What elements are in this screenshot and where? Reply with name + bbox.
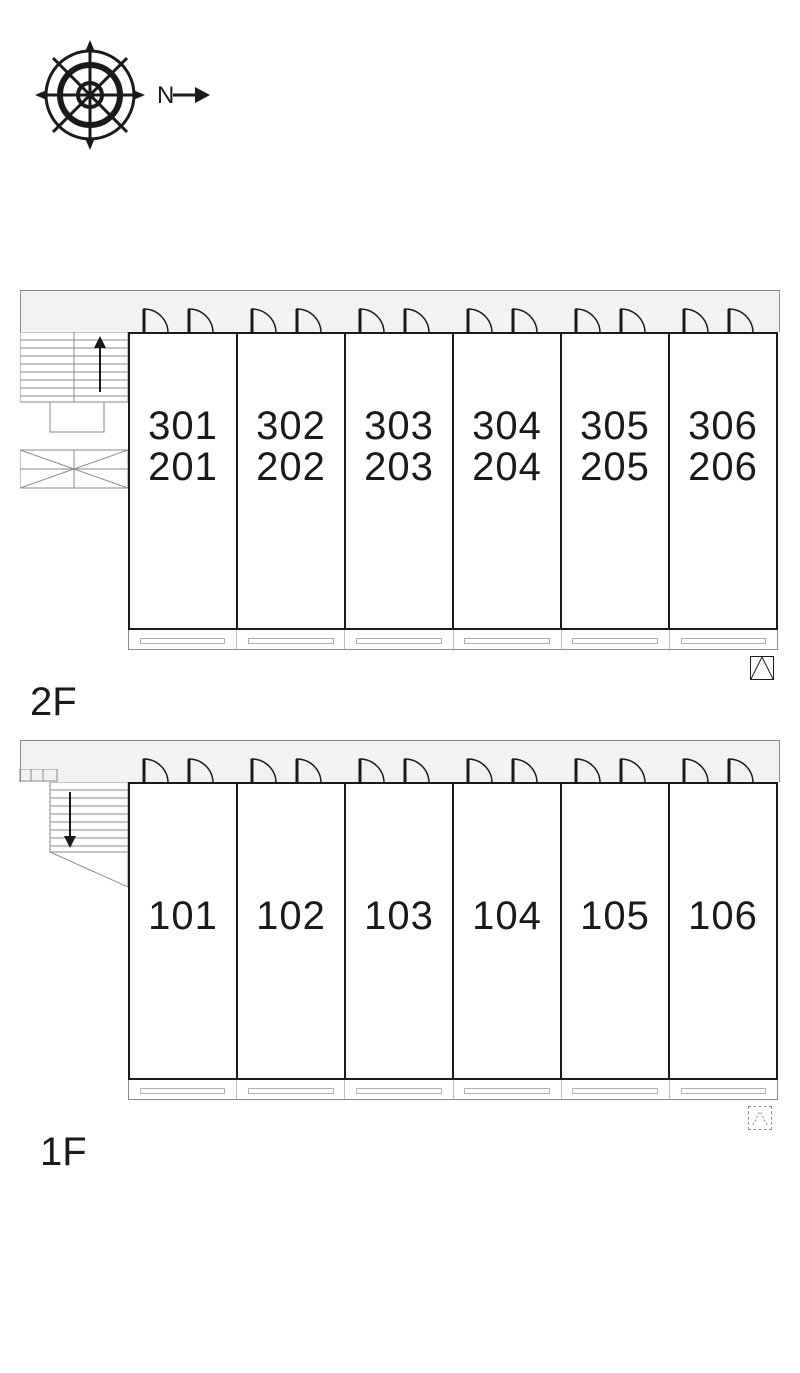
- unit: 301201: [130, 334, 238, 628]
- marker-icon: [748, 1106, 772, 1130]
- door-pair: [237, 749, 345, 783]
- unit-number: 306: [688, 404, 758, 449]
- unit-number: 205: [580, 445, 650, 490]
- north-label: N: [157, 82, 174, 109]
- compass: N: [35, 40, 215, 175]
- balcony-cell: [454, 630, 562, 649]
- unit-number: 203: [364, 445, 434, 490]
- unit: 103: [346, 784, 454, 1078]
- unit-number: 204: [472, 445, 542, 490]
- balcony-cell: [129, 1080, 237, 1099]
- door-pair: [561, 299, 669, 333]
- balcony-cell: [670, 1080, 777, 1099]
- unit: 104: [454, 784, 562, 1078]
- unit-number: 105: [580, 894, 650, 939]
- units-1f: 101 102 103 104 105 106: [128, 782, 778, 1080]
- unit-number: 106: [688, 894, 758, 939]
- unit: 106: [670, 784, 776, 1078]
- balcony-cell: [237, 1080, 345, 1099]
- stairs-1f: [20, 782, 128, 897]
- unit-number: 304: [472, 404, 542, 449]
- corridor-1f: [20, 740, 780, 782]
- door-row-2f: [129, 299, 777, 333]
- unit-number: 301: [148, 404, 218, 449]
- door-pair: [453, 299, 561, 333]
- stairs-2f: [20, 332, 128, 497]
- mailbox-icon: [19, 769, 59, 783]
- unit-number: 104: [472, 894, 542, 939]
- balcony-cell: [237, 630, 345, 649]
- units-2f: 301201 302202 303203 304204 305205 30620…: [128, 332, 778, 630]
- door-pair: [345, 299, 453, 333]
- door-pair: [561, 749, 669, 783]
- marker-icon: [750, 656, 774, 680]
- floor-label-1f: 1F: [40, 1130, 87, 1175]
- balcony-cell: [670, 630, 777, 649]
- corridor-2f: [20, 290, 780, 332]
- unit: 102: [238, 784, 346, 1078]
- door-pair: [129, 749, 237, 783]
- floor-1f: 101 102 103 104 105 106: [20, 740, 780, 1100]
- unit-number: 305: [580, 404, 650, 449]
- unit: 101: [130, 784, 238, 1078]
- unit-number: 202: [256, 445, 326, 490]
- unit-number: 206: [688, 445, 758, 490]
- door-pair: [669, 749, 777, 783]
- balcony-cell: [345, 630, 453, 649]
- door-pair: [345, 749, 453, 783]
- unit-number: 303: [364, 404, 434, 449]
- unit: 304204: [454, 334, 562, 628]
- balcony-cell: [129, 630, 237, 649]
- unit-number: 102: [256, 894, 326, 939]
- unit: 302202: [238, 334, 346, 628]
- unit-number: 103: [364, 894, 434, 939]
- unit-number: 201: [148, 445, 218, 490]
- balcony-2f: [128, 630, 778, 650]
- balcony-cell: [562, 1080, 670, 1099]
- door-pair: [453, 749, 561, 783]
- unit-number: 302: [256, 404, 326, 449]
- balcony-cell: [345, 1080, 453, 1099]
- unit: 105: [562, 784, 670, 1078]
- unit: 303203: [346, 334, 454, 628]
- unit: 306206: [670, 334, 776, 628]
- balcony-cell: [562, 630, 670, 649]
- unit: 305205: [562, 334, 670, 628]
- door-pair: [129, 299, 237, 333]
- door-row-1f: [129, 749, 777, 783]
- door-pair: [237, 299, 345, 333]
- floor-label-2f: 2F: [30, 680, 77, 725]
- floor-2f: 301201 302202 303203 304204 305205 30620…: [20, 290, 780, 650]
- balcony-cell: [454, 1080, 562, 1099]
- balcony-1f: [128, 1080, 778, 1100]
- door-pair: [669, 299, 777, 333]
- unit-number: 101: [148, 894, 218, 939]
